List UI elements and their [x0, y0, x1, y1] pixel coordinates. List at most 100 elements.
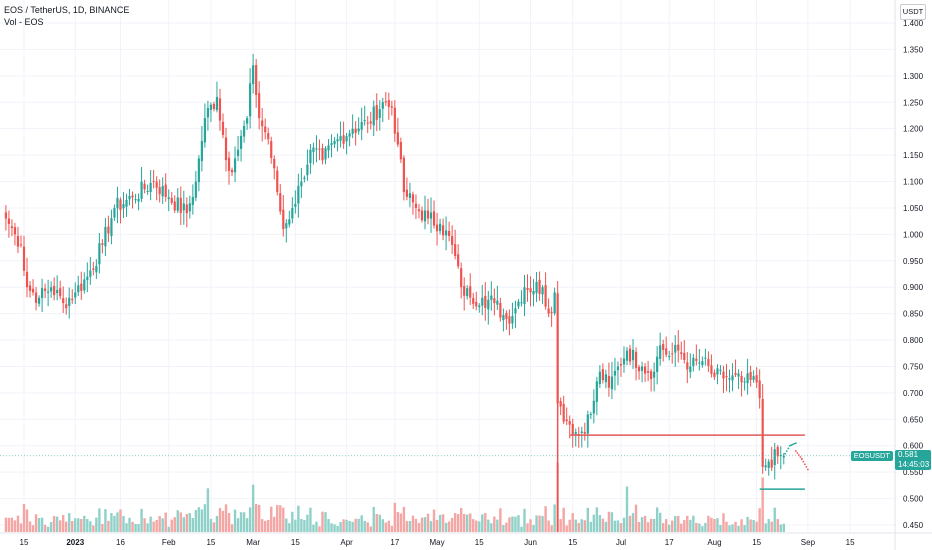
volume-bar — [481, 514, 484, 532]
forecast-dot-up — [782, 455, 785, 458]
volume-bar — [264, 520, 267, 532]
candle-body — [221, 121, 225, 135]
last-price-label: EOSUSDT 0.581 14:45:03 — [850, 449, 931, 470]
candle-body — [249, 83, 252, 117]
volume-bar — [309, 507, 312, 532]
volume-bar — [740, 519, 743, 532]
candle-body — [719, 369, 722, 371]
volume-bar — [640, 517, 644, 532]
volume-bar — [722, 513, 725, 532]
volume-bar — [128, 517, 131, 532]
candle-body — [773, 449, 776, 466]
volume-bar — [758, 508, 761, 532]
forecast-dot-up — [793, 442, 796, 445]
volume-bar — [188, 513, 192, 532]
y-tick-label: 1.250 — [903, 98, 924, 107]
candle-body — [212, 103, 216, 109]
candle-body — [80, 283, 83, 291]
volume-bar — [197, 507, 201, 532]
candle-body — [167, 197, 170, 200]
forecast-dot-down — [805, 465, 808, 468]
volume-bar — [731, 524, 734, 532]
candle-body — [451, 236, 454, 245]
candle-body — [601, 369, 604, 381]
candle-body — [288, 219, 291, 225]
candle-body — [637, 366, 641, 372]
x-tick-label: Jun — [524, 538, 537, 547]
currency-button[interactable]: USDT — [900, 4, 926, 20]
candle-body — [559, 401, 562, 407]
volume-bar — [43, 524, 47, 532]
forecast-dot-down — [803, 463, 806, 466]
volume-bar — [58, 520, 62, 532]
candle-body — [125, 199, 128, 207]
volume-bar — [110, 513, 113, 532]
volume-bar — [161, 518, 164, 532]
candle-body — [104, 226, 107, 247]
candle-body — [517, 301, 520, 307]
volume-bar — [577, 522, 580, 532]
volume-bar — [230, 524, 234, 532]
symbol-price-tag: EOSUSDT — [850, 450, 893, 461]
volume-bar — [764, 523, 767, 532]
volume-bar — [339, 522, 342, 532]
candle-body — [435, 224, 439, 232]
candle-body — [143, 183, 146, 190]
x-tick-label: 15 — [846, 538, 855, 547]
volume-bar — [236, 518, 240, 532]
volume-bar — [22, 504, 26, 532]
candle-body — [215, 96, 219, 111]
volume-bar — [321, 511, 324, 532]
volume-legend[interactable]: Vol - EOS — [4, 17, 44, 27]
candle-body — [472, 297, 475, 304]
volume-bar — [580, 519, 583, 532]
candle-body — [656, 356, 659, 372]
volume-bar — [402, 506, 406, 532]
candle-body — [689, 366, 692, 373]
volume-bar — [737, 525, 740, 532]
volume-bar — [420, 517, 424, 532]
candle-body — [342, 135, 345, 144]
time-axis[interactable]: 15 2023 16 Feb 15 Mar 15 Apr 17 May 15 Jun 15 Jul 17 Au… — [0, 532, 932, 547]
volume-bar — [701, 526, 704, 532]
volume-bar — [547, 520, 550, 532]
volume-bar — [16, 515, 20, 532]
volume-bar — [541, 516, 544, 532]
candle-body — [713, 372, 716, 378]
volume-bar — [182, 517, 185, 532]
price-axis[interactable]: 1.400 1.350 1.300 1.250 1.200 1.150 1.100 1.050… — [894, 0, 924, 550]
volume-bar — [212, 522, 216, 532]
candle-body — [532, 290, 535, 295]
volume-bar — [288, 523, 291, 532]
x-tick-label: Sep — [801, 538, 816, 547]
symbol-legend[interactable]: EOS / TetherUS, 1D, BINANCE — [4, 5, 130, 15]
candle-body — [4, 212, 8, 219]
volume-bar — [348, 520, 351, 532]
candle-body — [390, 106, 393, 108]
candle-body — [604, 374, 607, 383]
candle-body — [659, 345, 662, 359]
volume-bar — [137, 524, 140, 532]
volume-bar — [324, 512, 327, 532]
volume-bar — [429, 521, 433, 532]
candle-body — [493, 298, 496, 304]
candle-body — [95, 265, 98, 273]
candle-body — [291, 207, 294, 219]
chart-legend: EOS / TetherUS, 1D, BINANCE Vol - EOS — [4, 4, 129, 28]
volume-bar — [447, 521, 451, 532]
candle-body — [273, 158, 276, 169]
candle-body — [182, 203, 185, 211]
volume-bar — [523, 508, 526, 532]
volume-bar — [86, 519, 89, 532]
volume-bar — [300, 519, 303, 532]
candle-body — [469, 286, 472, 298]
volume-bar — [453, 513, 457, 532]
volume-bar — [396, 511, 400, 532]
volume-bar — [514, 516, 517, 532]
candle-body — [466, 288, 469, 297]
candle-body — [74, 292, 77, 298]
candle-body — [384, 101, 387, 103]
volume-bar — [104, 509, 107, 532]
volume-bar — [773, 507, 776, 532]
